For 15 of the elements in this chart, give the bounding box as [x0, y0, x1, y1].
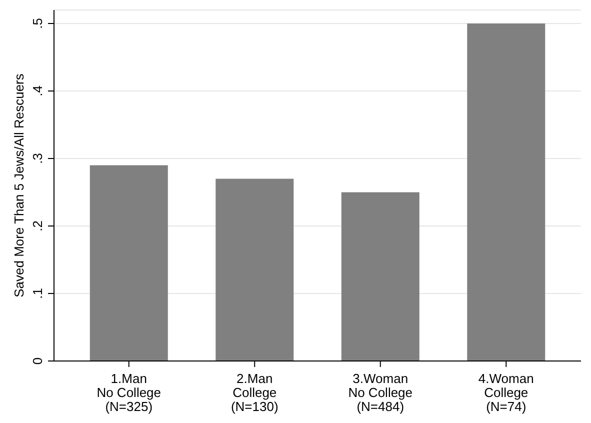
y-tick-label: .3	[30, 153, 45, 164]
bar	[90, 165, 168, 361]
y-tick-label: .1	[30, 288, 45, 299]
bar	[216, 178, 294, 361]
bar	[341, 192, 420, 361]
y-tick-label: .2	[30, 220, 45, 232]
y-tick-label: .5	[30, 18, 45, 29]
y-tick-label: .4	[30, 86, 45, 96]
bar	[467, 24, 546, 361]
x-tick-label: 2.Man College (N=130)	[230, 371, 278, 414]
x-tick-label: 3.Woman No College (N=484)	[348, 371, 413, 414]
y-tick-label: 0	[30, 357, 45, 365]
x-tick-label: 4.Woman College (N=74)	[478, 371, 534, 414]
y-axis-title: Saved More Than 5 Jews/All Rescuers	[12, 73, 27, 298]
x-tick-label: 1.Man No College (N=325)	[96, 371, 162, 414]
